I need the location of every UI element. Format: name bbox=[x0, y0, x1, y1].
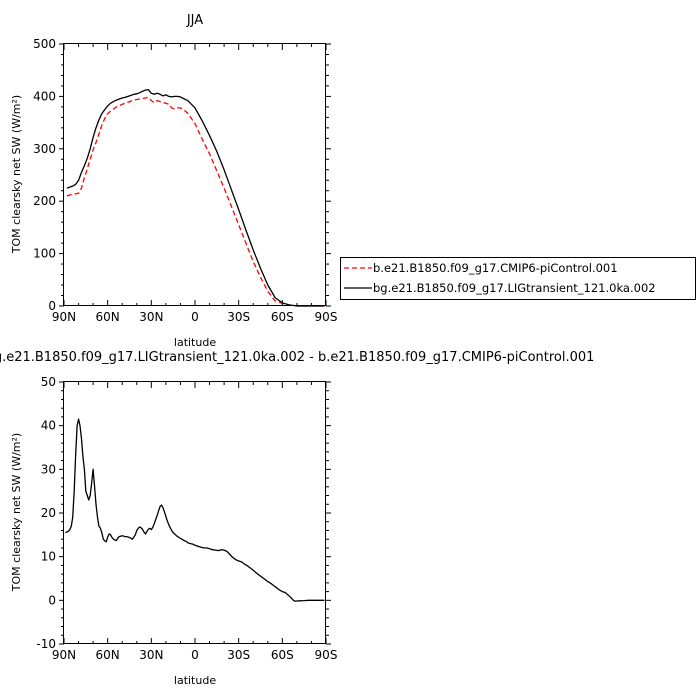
top-y-tick-label: 100 bbox=[33, 247, 56, 261]
bottom-x-tick-label: 90S bbox=[315, 648, 338, 662]
top-y-axis-label: TOM clearsky net SW (W/m²) bbox=[10, 95, 23, 254]
bottom-y-tick-label: 0 bbox=[48, 593, 56, 607]
top-x-tick-label: 30N bbox=[139, 310, 163, 324]
bottom-y-tick-label: 40 bbox=[41, 419, 56, 433]
top-axis-ticks: 90N 60N 30N 0 30S 60S 90S 0 100 200 300 400 500 bbox=[33, 37, 337, 324]
bottom-y-axis-label: TOM clearsky net SW (W/m²) bbox=[10, 433, 23, 592]
top-y-tick-label: 0 bbox=[48, 299, 56, 313]
bottom-y-tick-label: 50 bbox=[41, 375, 56, 389]
bottom-y-tick-label: 30 bbox=[41, 462, 56, 476]
top-x-tick-label: 30S bbox=[227, 310, 250, 324]
top-x-tick-label: 60S bbox=[271, 310, 294, 324]
bottom-x-tick-label: 90N bbox=[52, 648, 76, 662]
bottom-y-tick-label: 20 bbox=[41, 506, 56, 520]
bottom-y-tick-label: -10 bbox=[36, 637, 56, 651]
bottom-x-tick-label: 30S bbox=[227, 648, 250, 662]
bottom-axis-ticks: 90N 60N 30N 0 30S 60S 90S -10 0 10 20 30 40 50 bbox=[36, 375, 337, 662]
top-x-tick-label: 60N bbox=[96, 310, 120, 324]
legend-label-picontrol: b.e21.B1850.f09_g17.CMIP6-piControl.001 bbox=[373, 261, 618, 275]
top-series-line-1 bbox=[66, 88, 325, 307]
bottom-y-tick-label: 10 bbox=[41, 550, 56, 564]
bottom-series-line-0 bbox=[65, 418, 325, 602]
top-y-tick-label: 200 bbox=[33, 194, 56, 208]
top-panel: JJA 90N 60N 30N 0 30S 60S 90S0100200300400500 … bbox=[10, 13, 337, 349]
top-y-tick-label: 300 bbox=[33, 142, 56, 156]
bottom-x-tick-label: 30N bbox=[139, 648, 163, 662]
top-series-group bbox=[66, 88, 325, 307]
top-x-tick-label: 90S bbox=[315, 310, 338, 324]
legend-label-ligtransient: bg.e21.B1850.f09_g17.LIGtransient_121.0k… bbox=[373, 281, 656, 295]
bottom-x-tick-label: 60S bbox=[271, 648, 294, 662]
legend: b.e21.B1850.f09_g17.CMIP6-piControl.001 … bbox=[340, 257, 696, 300]
top-x-tick-label: 0 bbox=[191, 310, 199, 324]
bottom-x-tick-label: 60N bbox=[96, 648, 120, 662]
top-x-tick-label: 90N bbox=[52, 310, 76, 324]
bottom-series-group bbox=[65, 418, 325, 602]
bottom-x-axis-label: latitude bbox=[174, 674, 216, 687]
bottom-panel: bg.e21.B1850.f09_g17.LIGtransient_121.0k… bbox=[0, 350, 594, 687]
top-y-tick-label: 400 bbox=[33, 89, 56, 103]
bottom-plot-frame bbox=[63, 381, 326, 644]
top-chart-title: JJA bbox=[186, 13, 203, 28]
legend-box bbox=[340, 257, 696, 300]
top-x-axis-label: latitude bbox=[174, 336, 216, 349]
top-y-tick-label: 500 bbox=[33, 37, 56, 51]
top-series-line-0 bbox=[66, 96, 325, 307]
bottom-chart-title: bg.e21.B1850.f09_g17.LIGtransient_121.0k… bbox=[0, 350, 594, 365]
bottom-x-tick-label: 0 bbox=[191, 648, 199, 662]
top-plot-frame bbox=[63, 43, 326, 306]
